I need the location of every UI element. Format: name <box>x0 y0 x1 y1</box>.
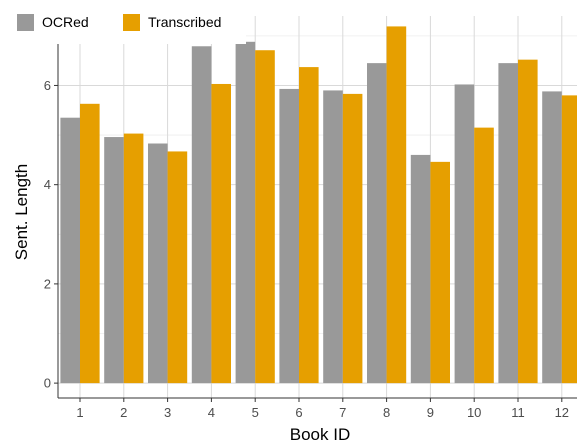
x-tick-label: 2 <box>120 405 127 420</box>
y-tick-label: 0 <box>44 376 51 391</box>
x-axis-title: Book ID <box>290 425 350 441</box>
bar-transcribed-7 <box>342 93 363 384</box>
bar-ocred-12 <box>542 91 562 384</box>
bar-transcribed-8 <box>386 26 407 384</box>
x-tick-label: 10 <box>467 405 481 420</box>
bar-transcribed-4 <box>211 83 231 384</box>
bar-ocred-5 <box>235 41 256 384</box>
legend: OCRed Transcribed <box>0 0 246 44</box>
bar-ocred-2 <box>104 137 124 384</box>
bar-ocred-8 <box>367 63 387 384</box>
bar-ocred-7 <box>323 90 343 384</box>
bar-transcribed-11 <box>518 59 538 384</box>
y-axis-title: Sent. Length <box>12 164 31 260</box>
bars <box>60 26 577 384</box>
x-tick-label: 4 <box>208 405 215 420</box>
x-tick-label: 12 <box>555 405 569 420</box>
bar-transcribed-2 <box>123 133 144 384</box>
bar-transcribed-10 <box>474 127 494 384</box>
bar-transcribed-5 <box>255 50 275 384</box>
x-tick-label: 6 <box>295 405 302 420</box>
y-tick-label: 6 <box>44 78 51 93</box>
legend-label-ocred: OCRed <box>42 14 89 30</box>
bar-ocred-10 <box>454 84 475 384</box>
x-tick-label: 11 <box>511 405 525 420</box>
bar-ocred-4 <box>191 46 212 384</box>
x-tick-label: 5 <box>252 405 259 420</box>
bar-transcribed-1 <box>80 103 100 384</box>
bar-ocred-11 <box>498 63 518 384</box>
bar-ocred-6 <box>279 88 299 384</box>
bar-ocred-3 <box>148 143 168 384</box>
legend-swatch-transcribed <box>123 14 140 31</box>
bar-transcribed-12 <box>561 95 577 384</box>
bar-ocred-9 <box>410 154 431 384</box>
x-tick-label: 9 <box>427 405 434 420</box>
bar-transcribed-3 <box>167 151 188 384</box>
bar-transcribed-6 <box>299 67 319 384</box>
x-tick-label: 7 <box>339 405 346 420</box>
x-tick-label: 8 <box>383 405 390 420</box>
legend-swatch-ocred <box>17 14 34 31</box>
y-tick-label: 2 <box>44 276 51 291</box>
x-tick-label: 3 <box>164 405 171 420</box>
y-tick-label: 4 <box>44 177 51 192</box>
bar-ocred-1 <box>60 117 80 384</box>
x-tick-label: 1 <box>76 405 83 420</box>
bar-transcribed-9 <box>430 161 450 384</box>
legend-label-transcribed: Transcribed <box>148 14 221 30</box>
